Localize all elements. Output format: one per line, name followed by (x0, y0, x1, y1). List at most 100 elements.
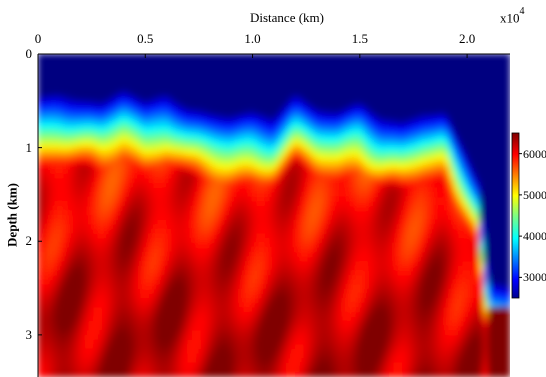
heatmap-cell (252, 113, 258, 120)
heatmap-cell (131, 182, 138, 189)
heatmap-cell (252, 187, 258, 193)
heatmap-cell (234, 182, 241, 189)
heatmap-cell (101, 95, 108, 101)
heatmap-cell (161, 261, 168, 267)
heatmap-cell (183, 108, 189, 115)
heatmap-cell (157, 173, 163, 180)
heatmap-cell (213, 224, 219, 230)
heatmap-cell (200, 302, 206, 309)
heatmap-cell (222, 348, 228, 355)
heatmap-cell (153, 238, 159, 244)
heatmap-cell (149, 95, 155, 101)
heatmap-cell (46, 348, 52, 355)
heatmap-cell (149, 334, 155, 341)
heatmap-cell (166, 224, 172, 230)
heatmap-cell (337, 85, 344, 92)
heatmap-cell (316, 141, 322, 147)
heatmap-cell (312, 334, 318, 341)
heatmap-cell (213, 76, 219, 83)
heatmap-cell (80, 298, 86, 304)
heatmap-cell (316, 210, 322, 216)
heatmap-cell (41, 113, 48, 120)
heatmap-cell (256, 247, 262, 253)
heatmap-cell (252, 58, 258, 64)
heatmap-cell (337, 371, 344, 377)
heatmap-cell (50, 270, 56, 276)
heatmap-cell (136, 81, 142, 87)
heatmap-cell (247, 99, 254, 106)
heatmap-cell (123, 284, 129, 290)
heatmap-cell (144, 219, 151, 226)
heatmap-cell (157, 90, 163, 97)
heatmap-cell (170, 321, 176, 327)
heatmap-cell (234, 288, 241, 295)
heatmap-cell (239, 62, 245, 69)
heatmap-cell (307, 288, 314, 295)
heatmap-cell (97, 367, 103, 373)
heatmap-cell (256, 325, 262, 332)
heatmap-cell (131, 141, 138, 147)
heatmap-cell (204, 54, 211, 60)
heatmap-cell (239, 54, 245, 60)
heatmap-cell (307, 118, 314, 124)
heatmap-cell (329, 330, 335, 336)
heatmap-cell (320, 293, 326, 300)
heatmap-cell (256, 353, 262, 360)
heatmap-cell (277, 261, 284, 267)
heatmap-cell (71, 178, 78, 184)
heatmap-cell (97, 348, 103, 355)
heatmap-cell (131, 90, 138, 97)
heatmap-cell (209, 348, 215, 355)
heatmap-cell (88, 205, 95, 212)
heatmap-cell (114, 362, 121, 369)
heatmap-cell (131, 178, 138, 184)
heatmap-cell (106, 261, 112, 267)
heatmap-cell (290, 353, 296, 360)
heatmap-cell (303, 104, 309, 110)
heatmap-cell (252, 302, 258, 309)
heatmap-cell (277, 187, 284, 193)
heatmap-cell (239, 321, 245, 327)
heatmap-cell (196, 210, 202, 216)
heatmap-cell (174, 150, 181, 157)
heatmap-cell (324, 228, 331, 235)
heatmap-cell (131, 81, 138, 87)
heatmap-cell (316, 339, 322, 346)
heatmap-cell (243, 325, 249, 332)
heatmap-cell (252, 316, 258, 323)
heatmap-cell (58, 67, 65, 73)
heatmap-cell (191, 219, 198, 226)
heatmap-cell (264, 201, 271, 207)
heatmap-cell (247, 145, 254, 152)
heatmap-cell (299, 270, 305, 276)
heatmap-cell (316, 298, 322, 304)
heatmap-cell (93, 108, 99, 115)
heatmap-cell (119, 321, 125, 327)
heatmap-cell (294, 127, 301, 133)
heatmap-cell (170, 108, 176, 115)
heatmap-cell (286, 99, 292, 106)
heatmap-cell (153, 279, 159, 286)
heatmap-cell (123, 127, 129, 133)
heatmap-cell (136, 76, 142, 83)
heatmap-cell (131, 344, 138, 350)
heatmap-cell (222, 247, 228, 253)
heatmap-cell (97, 298, 103, 304)
heatmap-cell (282, 205, 288, 212)
heatmap-cell (174, 325, 181, 332)
heatmap-cell (213, 247, 219, 253)
heatmap-cell (144, 270, 151, 276)
heatmap-cell (127, 228, 133, 235)
heatmap-cell (88, 99, 95, 106)
heatmap-cell (324, 270, 331, 276)
heatmap-cell (46, 367, 52, 373)
heatmap-cell (316, 168, 322, 175)
heatmap-cell (247, 173, 254, 180)
heatmap-cell (76, 311, 82, 318)
heatmap-cell (54, 122, 60, 129)
heatmap-cell (136, 311, 142, 318)
heatmap-cell (256, 210, 262, 216)
heatmap-cell (196, 311, 202, 318)
heatmap-cell (170, 168, 176, 175)
heatmap-cell (329, 122, 335, 129)
